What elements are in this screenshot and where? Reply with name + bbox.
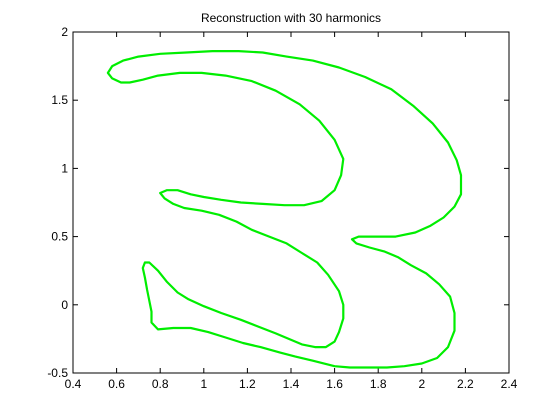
y-tick-label: 1.5: [51, 93, 68, 107]
x-tick-label: 2.4: [501, 377, 518, 391]
y-tick-label: 0.5: [51, 230, 68, 244]
y-tick-label: -0.5: [47, 366, 68, 380]
x-tick-label: 1.8: [370, 377, 387, 391]
x-tick-label: 0.6: [108, 377, 125, 391]
x-tick-label: 0.8: [152, 377, 169, 391]
y-axis: -0.5 0 0.5 1 1.5 2: [47, 25, 509, 380]
x-tick-label: 1.4: [283, 377, 300, 391]
x-tick-label: 2.2: [457, 377, 474, 391]
x-tick-label: 1: [200, 377, 207, 391]
x-tick-label: 1.6: [326, 377, 343, 391]
y-tick-label: 0: [61, 298, 68, 312]
x-tick-label: 1.2: [239, 377, 256, 391]
series-layer: [106, 49, 463, 369]
x-axis: 0.4 0.6 0.8 1 1.2 1.4 1.6 1.8 2 2.2 2.4: [65, 32, 518, 391]
y-tick-label: 1: [61, 161, 68, 175]
reconstruction-curve-0: [106, 49, 463, 369]
x-tick-label: 2: [418, 377, 425, 391]
y-tick-label: 2: [61, 25, 68, 39]
chart-title: Reconstruction with 30 harmonics: [201, 11, 381, 25]
plot-area: [72, 31, 510, 374]
x-tick-label: 0.4: [65, 377, 82, 391]
